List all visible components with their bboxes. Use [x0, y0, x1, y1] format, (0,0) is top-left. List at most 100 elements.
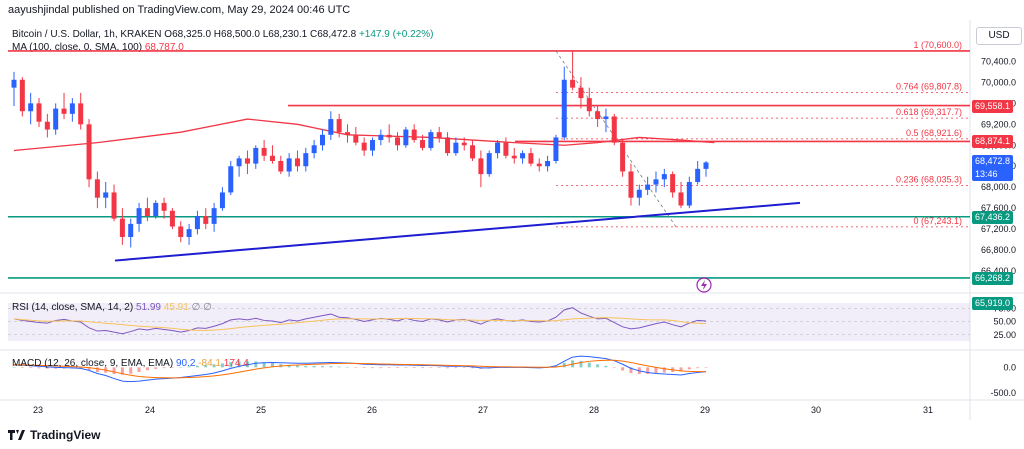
- tradingview-logo[interactable]: TradingView: [8, 428, 100, 442]
- x-tick-label: 29: [700, 405, 710, 415]
- macd-legend: MACD (12, 26, close, 9, EMA, EMA) 90.2 -…: [12, 358, 249, 369]
- candle-body: [703, 162, 709, 169]
- candle-body: [428, 132, 434, 148]
- candle-body: [236, 158, 242, 167]
- candle-body: [78, 103, 84, 125]
- candle-body: [595, 111, 601, 120]
- macd-histogram-bar: [220, 363, 224, 368]
- macd-histogram-bar: [454, 367, 458, 369]
- candle-body: [36, 103, 42, 122]
- candle-body: [228, 166, 234, 193]
- macd-histogram-bar: [162, 367, 166, 369]
- macd-histogram-bar: [262, 362, 266, 368]
- fib-level-label: 0.236 (68,035.3): [896, 174, 962, 184]
- candle-body: [178, 226, 184, 237]
- candle-body: [695, 168, 701, 182]
- fib-level-label: 0.764 (69,807.8): [896, 81, 962, 91]
- y-tick-label: 70,400.0: [981, 56, 1016, 66]
- macd-histogram-bar: [621, 367, 625, 371]
- macd-histogram-bar: [145, 367, 149, 371]
- x-tick-label: 26: [367, 405, 377, 415]
- candle-body: [336, 119, 342, 133]
- macd-histogram-bar: [37, 367, 41, 369]
- y-tick-label: 68,000.0: [981, 182, 1016, 192]
- candle-body: [403, 129, 409, 146]
- macd-histogram-bar: [345, 366, 349, 368]
- candle-body: [203, 216, 209, 224]
- candle-body: [678, 192, 684, 206]
- price-tag: 66,268.2: [972, 271, 1014, 285]
- candle-body: [86, 124, 92, 180]
- macd-histogram-bar: [154, 367, 158, 369]
- candle-body: [511, 155, 517, 159]
- macd-histogram-bar: [446, 367, 450, 369]
- macd-histogram-bar: [29, 367, 33, 369]
- candle-body: [11, 79, 17, 88]
- fib-level-label: 0.5 (68,921.6): [906, 128, 962, 138]
- macd-histogram-bar: [129, 367, 133, 374]
- symbol-name[interactable]: Bitcoin / U.S. Dollar, 1h, KRAKEN: [12, 29, 162, 40]
- candle-body: [103, 192, 109, 198]
- y-tick-label: 66,800.0: [981, 245, 1016, 255]
- macd-histogram-bar: [679, 367, 683, 372]
- macd-histogram-bar: [437, 367, 441, 369]
- candle-body: [111, 192, 117, 219]
- macd-histogram-bar: [329, 366, 333, 368]
- tradingview-brand: TradingView: [30, 428, 101, 442]
- macd-histogram-bar: [462, 367, 466, 368]
- candle-body: [311, 145, 317, 154]
- candle-body: [370, 140, 376, 151]
- candle-body: [620, 142, 626, 172]
- rsi-label[interactable]: RSI (14, close, SMA, 14, 2): [12, 302, 134, 313]
- candle-body: [411, 129, 417, 141]
- candle-body: [328, 119, 334, 135]
- candle-body: [169, 210, 175, 227]
- macd-histogram-bar: [304, 365, 308, 368]
- macd-tick-label: -500.0: [990, 388, 1016, 398]
- macd-histogram-bar: [662, 367, 666, 373]
- candle-body: [395, 137, 401, 146]
- currency-button[interactable]: USD: [976, 27, 1022, 45]
- candle-body: [286, 158, 292, 172]
- x-tick-label: 31: [923, 405, 933, 415]
- publisher-header: aayushjindal published on TradingView.co…: [8, 4, 351, 16]
- macd-histogram-bar: [604, 365, 608, 368]
- macd-histogram-bar: [587, 362, 591, 368]
- close-value: C68,472.8: [310, 29, 357, 40]
- price-tag: 69,558.1: [972, 99, 1014, 113]
- candle-body: [520, 153, 526, 159]
- x-tick-label: 24: [145, 405, 155, 415]
- candle-body: [495, 142, 501, 154]
- macd-histogram-bar: [562, 362, 566, 368]
- candle-body: [61, 108, 67, 114]
- macd-histogram-bar: [687, 367, 691, 370]
- macd-histogram-bar: [404, 367, 408, 368]
- y-tick-label: 66,400.0: [981, 266, 1016, 276]
- candle-body: [420, 140, 426, 148]
- candle-body: [670, 174, 676, 193]
- change-value: +147.9 (+0.22%): [358, 29, 434, 40]
- macd-histogram-bar: [629, 367, 633, 374]
- candle-body: [119, 218, 125, 237]
- candle-body: [378, 134, 384, 141]
- macd-histogram-bar: [387, 367, 391, 368]
- candle-body: [545, 161, 551, 167]
- macd-histogram-bar: [95, 367, 99, 372]
- candle-body: [144, 208, 150, 217]
- macd-histogram-bar: [612, 367, 616, 368]
- candle-body: [553, 137, 559, 161]
- alert-bolt-icon: [701, 280, 707, 290]
- high-value: H68,500.0: [213, 29, 260, 40]
- x-tick-label: 30: [811, 405, 821, 415]
- y-tick-label: 70,000.0: [981, 77, 1016, 87]
- macd-label[interactable]: MACD (12, 26, close, 9, EMA, EMA): [12, 358, 174, 369]
- candle-body: [628, 171, 634, 198]
- macd-histogram-bar: [170, 367, 174, 368]
- macd-histogram-bar: [195, 365, 199, 368]
- macd-histogram-bar: [45, 367, 49, 369]
- rsi-null-2: ∅: [203, 302, 212, 313]
- candle-body: [344, 132, 350, 135]
- candle-body: [436, 132, 442, 138]
- ma-label[interactable]: MA (100, close, 0, SMA, 100): [12, 42, 143, 53]
